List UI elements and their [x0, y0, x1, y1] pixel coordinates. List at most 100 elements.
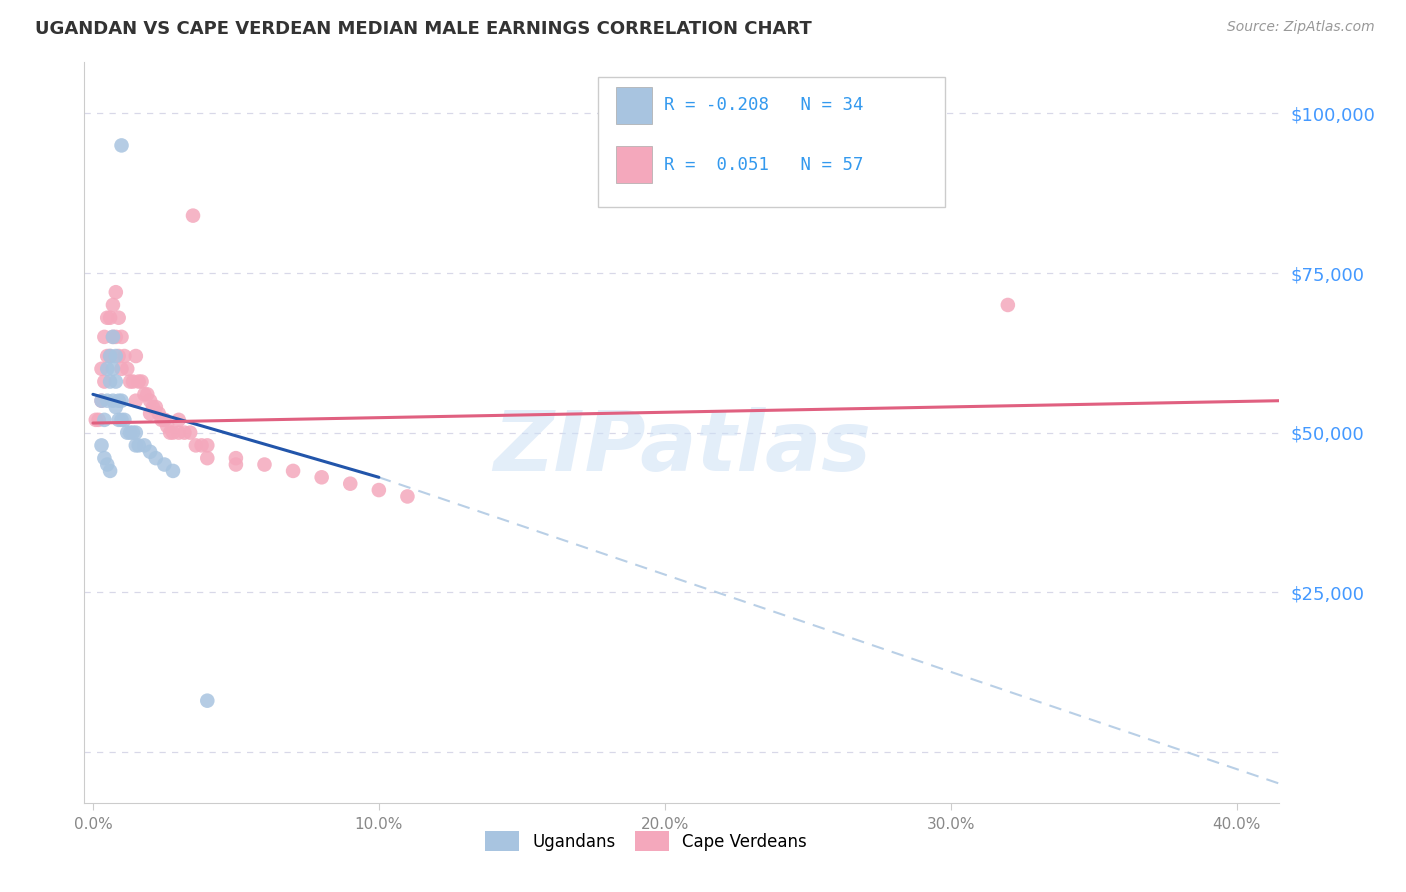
Point	[98, 349, 121, 363]
Point	[128, 375, 150, 389]
Point	[96, 393, 118, 408]
Point	[122, 425, 145, 440]
Point	[110, 138, 132, 153]
Point	[997, 298, 1019, 312]
Point	[153, 413, 176, 427]
Point	[101, 361, 124, 376]
Point	[162, 425, 184, 440]
Point	[139, 393, 162, 408]
Point	[122, 375, 145, 389]
Point	[167, 425, 190, 440]
Point	[93, 413, 115, 427]
Point	[96, 310, 118, 325]
Point	[110, 393, 132, 408]
Point	[311, 470, 333, 484]
Point	[96, 361, 118, 376]
Point	[107, 413, 129, 427]
Point	[104, 375, 127, 389]
Point	[195, 694, 218, 708]
Point	[125, 438, 148, 452]
Point	[162, 464, 184, 478]
Point	[167, 413, 190, 427]
Point	[117, 425, 139, 440]
Point	[136, 387, 159, 401]
Point	[98, 375, 121, 389]
Point	[107, 349, 129, 363]
Point	[159, 425, 181, 440]
Point	[190, 438, 212, 452]
Point	[110, 413, 132, 427]
Point	[101, 393, 124, 408]
Text: R =  0.051   N = 57: R = 0.051 N = 57	[664, 155, 863, 174]
Point	[98, 310, 121, 325]
Point	[339, 476, 361, 491]
Point	[128, 438, 150, 452]
Point	[120, 375, 142, 389]
Point	[110, 330, 132, 344]
Point	[93, 330, 115, 344]
Point	[107, 310, 129, 325]
Point	[96, 349, 118, 363]
Point	[179, 425, 201, 440]
Point	[281, 464, 304, 478]
Point	[104, 285, 127, 300]
Legend: Ugandans, Cape Verdeans: Ugandans, Cape Verdeans	[478, 825, 814, 857]
Point	[120, 425, 142, 440]
Point	[104, 330, 127, 344]
Point	[93, 451, 115, 466]
Point	[107, 393, 129, 408]
Point	[253, 458, 276, 472]
Point	[134, 438, 156, 452]
Point	[101, 330, 124, 344]
Point	[367, 483, 389, 497]
Point	[145, 400, 167, 414]
Point	[139, 444, 162, 458]
Point	[195, 438, 218, 452]
FancyBboxPatch shape	[599, 78, 945, 207]
Point	[117, 361, 139, 376]
Point	[153, 458, 176, 472]
Text: ZIPatlas: ZIPatlas	[494, 407, 870, 488]
Text: Source: ZipAtlas.com: Source: ZipAtlas.com	[1227, 20, 1375, 34]
Point	[93, 375, 115, 389]
Point	[184, 438, 207, 452]
Point	[98, 464, 121, 478]
Point	[125, 393, 148, 408]
Point	[153, 413, 176, 427]
Point	[125, 349, 148, 363]
Point	[104, 349, 127, 363]
Point	[90, 361, 112, 376]
Point	[90, 393, 112, 408]
Point	[87, 413, 110, 427]
Point	[131, 375, 153, 389]
Point	[139, 407, 162, 421]
Point	[110, 361, 132, 376]
Point	[173, 425, 195, 440]
Point	[101, 330, 124, 344]
Point	[84, 413, 107, 427]
Point	[90, 438, 112, 452]
FancyBboxPatch shape	[616, 87, 652, 124]
Point	[156, 419, 179, 434]
Point	[181, 209, 204, 223]
Text: UGANDAN VS CAPE VERDEAN MEDIAN MALE EARNINGS CORRELATION CHART: UGANDAN VS CAPE VERDEAN MEDIAN MALE EARN…	[35, 20, 811, 37]
Point	[90, 393, 112, 408]
Point	[98, 349, 121, 363]
Point	[112, 349, 135, 363]
Point	[225, 451, 247, 466]
Point	[96, 458, 118, 472]
Point	[101, 298, 124, 312]
Point	[104, 400, 127, 414]
FancyBboxPatch shape	[616, 146, 652, 183]
Text: R = -0.208   N = 34: R = -0.208 N = 34	[664, 96, 863, 114]
Point	[195, 451, 218, 466]
Point	[134, 387, 156, 401]
Point	[125, 425, 148, 440]
Point	[112, 413, 135, 427]
Point	[145, 451, 167, 466]
Point	[225, 458, 247, 472]
Point	[396, 490, 419, 504]
Point	[142, 400, 165, 414]
Point	[150, 413, 173, 427]
Point	[148, 407, 170, 421]
